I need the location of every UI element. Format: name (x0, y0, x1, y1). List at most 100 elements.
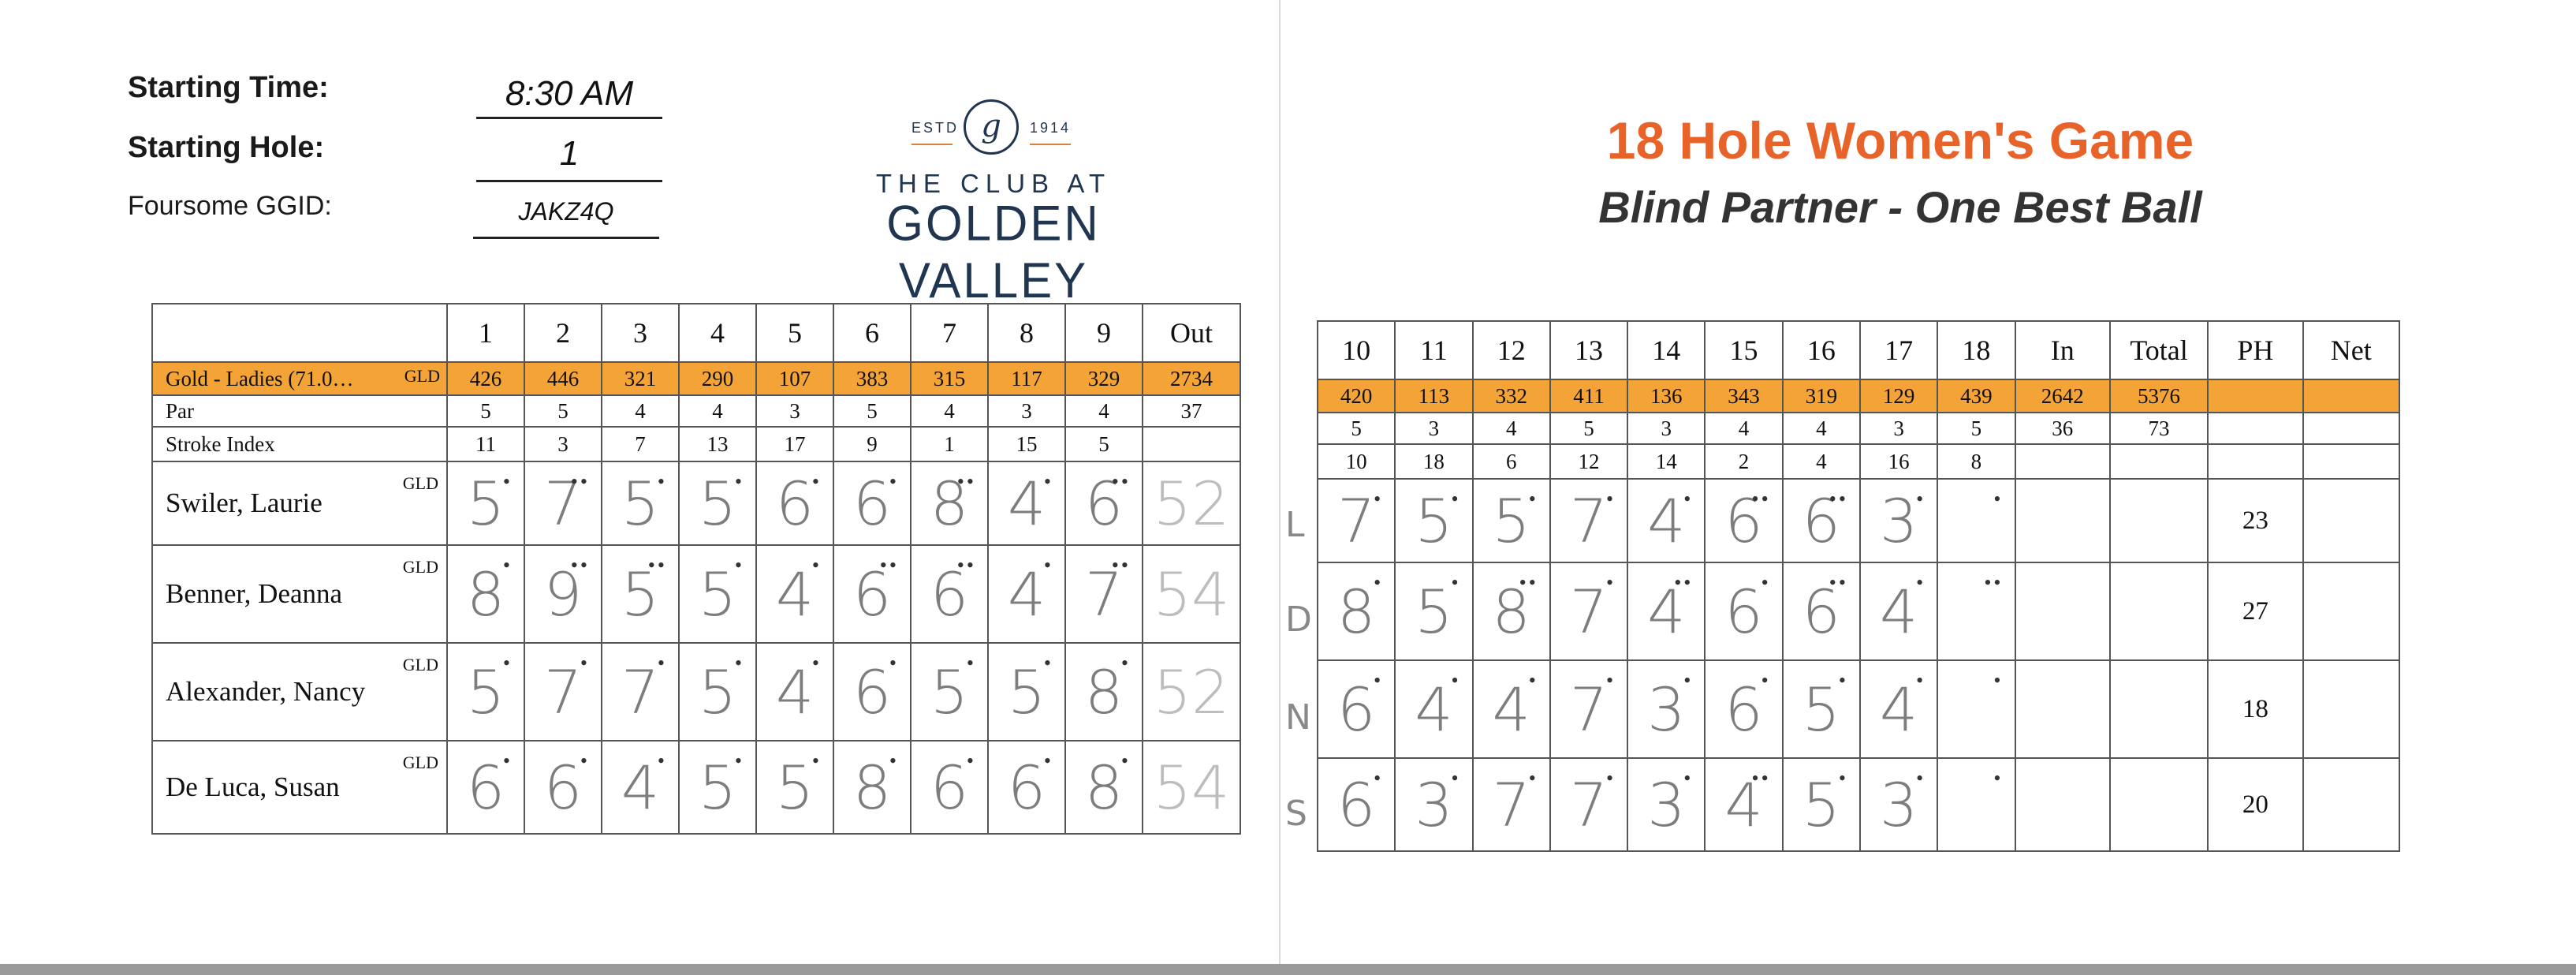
score-cell: 7 • (1549, 757, 1629, 852)
score-cell: 3 • (1394, 757, 1474, 852)
score-cell: 4 • (987, 461, 1066, 546)
handicap-stroke-dots: • (1043, 652, 1053, 674)
score-cell: 6 •• (1781, 478, 1861, 563)
par-value: 5 (1937, 412, 2016, 445)
logo-rule-left (911, 144, 952, 145)
player-row: 6 • 3 • 7 • 7 • 3 • 4 •• 5 • 3 • • 20 (1316, 757, 2401, 852)
handicap-stroke-dots: • (1451, 488, 1461, 510)
logo-club-at: THE CLUB AT (875, 169, 1112, 198)
score-cell: 6 •• (1064, 461, 1143, 546)
handicap-stroke-dots: • (1683, 767, 1694, 790)
in-total-cell (2014, 757, 2111, 852)
hole-score: 6 (930, 752, 969, 823)
hole-score: 8 (930, 468, 969, 539)
par-value: 3 (1394, 412, 1474, 445)
yardage: 343 (1704, 379, 1784, 413)
out-yardage: 2734 (1142, 361, 1241, 396)
net-cell (2302, 757, 2401, 852)
out-total-cell: 54 (1142, 740, 1241, 835)
par-value: 3 (1858, 412, 1939, 445)
handicap-stroke-dots: • (889, 470, 899, 493)
handicap-stroke-dots: • (1916, 488, 1926, 510)
hole-score: 3 (1879, 485, 1918, 556)
hole-number: 9 (1064, 303, 1143, 363)
total-stroke-index-blank (2108, 443, 2209, 480)
hole-score: 6 (1724, 576, 1763, 647)
hole-score: 7 (621, 656, 660, 727)
score-cell: • (1937, 478, 2016, 563)
handicap-stroke-dots: • (1761, 669, 1771, 692)
hole-score: 5 (775, 752, 815, 823)
hole-score: 6 (1724, 674, 1763, 745)
handicap-stroke-dots: • (811, 652, 822, 674)
back-player-rows: 7 • 5 • 5 • 7 • 4 • 6 •• 6 •• 3 • • 23 8 • 5 • 8 •• 7 • 4 •• 6 • 6 •• 4 •… (1316, 478, 2401, 852)
score-cell: 6 • (446, 740, 525, 835)
hole-score: 5 (1007, 656, 1046, 727)
hole-score: 5 (621, 468, 660, 539)
score-cell: 3 • (1627, 659, 1706, 759)
score-cell: 7 • (1316, 478, 1396, 563)
score-cell: 8 • (1064, 642, 1143, 742)
playing-handicap: 20 (2242, 790, 2268, 819)
club-logo: ESTD g 1914 THE CLUB AT GOLDEN VALLEY (820, 95, 1167, 308)
stroke-index-value: 14 (1627, 443, 1706, 480)
score-cell: 4 • (755, 642, 834, 742)
hole-score: 9 (543, 558, 583, 629)
hole-score: 6 (1007, 752, 1046, 823)
front-nine-table: 1 2 3 4 5 6 7 8 9 Out Gold - Ladies (71.… (151, 303, 1241, 835)
hole-number: 2 (524, 303, 602, 363)
yardage: 113 (1394, 379, 1474, 413)
hole-score: 7 (1569, 674, 1609, 745)
total-cell (2108, 757, 2209, 852)
hole-score: 5 (1415, 576, 1453, 647)
par-value: 4 (1471, 412, 1551, 445)
score-cell: 7 • (1471, 757, 1551, 852)
score-cell: 7 •• (524, 461, 602, 546)
hole-number: 4 (678, 303, 757, 363)
hole-score: 6 (775, 468, 815, 539)
back-par-row: 5 3 4 5 3 4 4 3 5 36 73 (1316, 412, 2401, 445)
handicap-stroke-dots: • (657, 652, 667, 674)
in-stroke-index-blank (2014, 443, 2111, 480)
hole-score: 3 (1647, 674, 1686, 745)
stroke-index-value: 15 (987, 426, 1066, 462)
handicap-stroke-dots: • (1451, 571, 1461, 594)
handicap-stroke-dots: •• (570, 554, 590, 577)
score-cell: 4 • (1858, 562, 1939, 661)
handicap-stroke-dots: • (1043, 749, 1053, 772)
hole-score: 5 (1802, 769, 1840, 840)
score-cell: 8 • (1316, 562, 1396, 661)
total-cell (2108, 478, 2209, 563)
ph-par-blank (2207, 412, 2304, 445)
stroke-index-value: 5 (1064, 426, 1143, 462)
par-label: Par (151, 394, 448, 428)
hole-number: 6 (833, 303, 911, 363)
score-cell: 6 • (833, 642, 911, 742)
net-par-blank (2302, 412, 2401, 445)
handicap-stroke-dots: •• (1829, 488, 1848, 510)
score-cell: 6 • (1704, 562, 1784, 661)
stroke-index-value: 3 (524, 426, 602, 462)
handicap-stroke-dots: •• (1674, 571, 1694, 594)
score-cell: 6 • (910, 740, 989, 835)
starting-hole-value: 1 (559, 134, 580, 173)
hole-score: 5 (698, 656, 737, 727)
hole-score: 4 (1724, 769, 1763, 840)
hole-score: 3 (1415, 769, 1453, 840)
front-player-rows: Swiler, Laurie GLD 5 • 7 •• 5 • 5 • 6 • 6 • 8 •• 4 • 6 •• 52… (151, 461, 1241, 835)
score-cell: 3 • (1858, 478, 1939, 563)
handicap-stroke-dots: • (889, 652, 899, 674)
hole-number: 14 (1627, 320, 1706, 380)
handicap-stroke-dots: • (966, 749, 976, 772)
player-initial: D (1285, 600, 1312, 640)
logo-rule-right (1030, 144, 1071, 145)
handicap-stroke-dots: • (811, 554, 822, 577)
hole-number: 3 (601, 303, 680, 363)
hole-score: 5 (1492, 485, 1530, 556)
score-cell: 6 • (987, 740, 1066, 835)
back-nine-table: 10 11 12 13 14 15 16 17 18 In Total PH N… (1316, 320, 2401, 852)
front-par-row: Par 5 5 4 4 3 5 4 3 4 37 (151, 394, 1241, 428)
total-header: Total (2108, 320, 2209, 380)
back-stroke-index-row: 10 18 6 12 14 2 4 16 8 (1316, 443, 2401, 480)
out-par: 37 (1142, 394, 1241, 428)
